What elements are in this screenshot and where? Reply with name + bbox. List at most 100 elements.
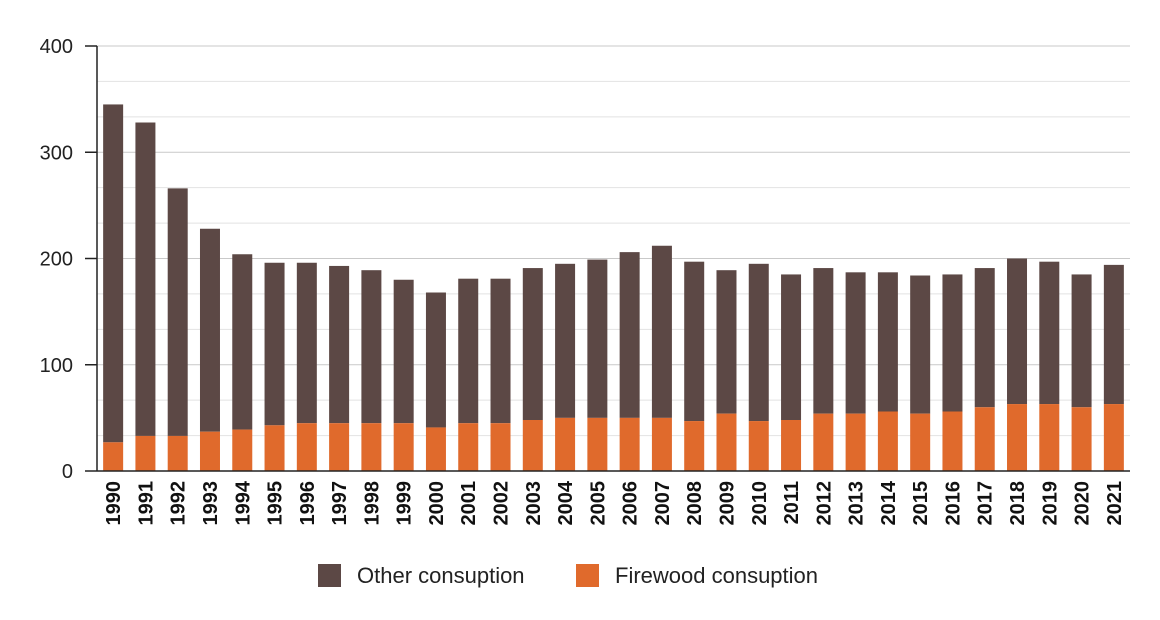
bar-other-2008 bbox=[684, 261, 705, 422]
bar-other-1995 bbox=[264, 262, 285, 426]
bar-firewood-1999 bbox=[393, 423, 414, 471]
x-tick-label: 2011 bbox=[781, 481, 803, 524]
bar-firewood-1996 bbox=[296, 423, 317, 471]
y-tick-label: 200 bbox=[40, 249, 73, 271]
bar-other-2007 bbox=[651, 245, 672, 418]
bar-firewood-2007 bbox=[651, 417, 672, 471]
bar-other-2016 bbox=[942, 274, 963, 412]
bar-other-2002 bbox=[490, 278, 511, 424]
x-tick-label: 1992 bbox=[168, 481, 190, 526]
bar-firewood-2000 bbox=[425, 427, 446, 471]
x-tick-label: 1999 bbox=[394, 481, 416, 526]
x-tick-label: 2015 bbox=[910, 481, 932, 526]
bar-other-1994 bbox=[232, 254, 253, 430]
bar-other-1997 bbox=[329, 265, 350, 424]
bar-other-2011 bbox=[781, 274, 802, 420]
x-tick-label: 2012 bbox=[813, 481, 835, 526]
bar-firewood-2017 bbox=[974, 407, 995, 471]
x-tick-label: 2002 bbox=[491, 481, 513, 526]
bar-other-2015 bbox=[910, 275, 931, 414]
bar-firewood-2016 bbox=[942, 411, 963, 471]
bar-other-2005 bbox=[587, 259, 608, 418]
x-tick-label: 2000 bbox=[426, 481, 448, 526]
x-tick-label: 2017 bbox=[975, 481, 997, 526]
bar-firewood-2021 bbox=[1103, 404, 1124, 471]
bar-other-2012 bbox=[813, 268, 834, 414]
bar-firewood-2004 bbox=[555, 417, 576, 471]
legend-label: Other consuption bbox=[357, 563, 525, 588]
bar-other-2004 bbox=[555, 263, 576, 418]
bar-firewood-2019 bbox=[1039, 404, 1060, 471]
bar-other-1990 bbox=[103, 104, 124, 443]
bar-firewood-2009 bbox=[716, 413, 737, 471]
bar-other-1996 bbox=[296, 262, 317, 424]
bar-firewood-2018 bbox=[1007, 404, 1028, 471]
bar-other-2017 bbox=[974, 268, 995, 408]
x-tick-label: 2014 bbox=[878, 480, 900, 525]
bar-other-2021 bbox=[1103, 264, 1124, 405]
x-tick-label: 2010 bbox=[749, 481, 771, 526]
x-tick-label: 1993 bbox=[200, 481, 222, 526]
bar-other-1998 bbox=[361, 270, 382, 424]
bar-other-2003 bbox=[522, 268, 543, 420]
x-tick-label: 1997 bbox=[329, 481, 351, 526]
x-tick-label: 2008 bbox=[684, 481, 706, 526]
bar-firewood-1998 bbox=[361, 423, 382, 471]
x-tick-label: 1995 bbox=[265, 481, 287, 526]
x-tick-label: 1991 bbox=[135, 481, 157, 526]
bar-other-1992 bbox=[167, 188, 188, 436]
x-tick-label: 2007 bbox=[652, 481, 674, 526]
bar-other-2019 bbox=[1039, 261, 1060, 405]
x-tick-label: 1990 bbox=[103, 481, 125, 526]
bar-firewood-2012 bbox=[813, 413, 834, 471]
bar-firewood-1995 bbox=[264, 425, 285, 471]
bar-firewood-1994 bbox=[232, 429, 253, 471]
bar-other-1993 bbox=[199, 228, 220, 432]
x-tick-label: 2016 bbox=[942, 481, 964, 526]
y-tick-label: 100 bbox=[40, 355, 73, 377]
bar-other-2020 bbox=[1071, 274, 1092, 408]
y-tick-label: 400 bbox=[40, 36, 73, 58]
bar-firewood-2003 bbox=[522, 420, 543, 471]
x-tick-label: 2009 bbox=[716, 481, 738, 526]
bar-firewood-2001 bbox=[458, 423, 479, 471]
bar-firewood-2011 bbox=[781, 420, 802, 471]
x-tick-label: 2018 bbox=[1007, 481, 1029, 526]
y-tick-label: 300 bbox=[40, 142, 73, 164]
x-tick-label: 2006 bbox=[620, 481, 642, 526]
y-axis: 0 100 200 300 400 bbox=[40, 36, 98, 483]
x-tick-label: 2003 bbox=[523, 481, 545, 526]
bar-other-2013 bbox=[845, 272, 866, 414]
bar-firewood-2008 bbox=[684, 421, 705, 471]
bar-other-1991 bbox=[135, 122, 156, 436]
bar-other-2000 bbox=[425, 292, 446, 428]
x-tick-label: 2021 bbox=[1104, 481, 1126, 526]
bar-firewood-2006 bbox=[619, 417, 640, 471]
x-tick-label: 2005 bbox=[587, 481, 609, 526]
legend-swatch bbox=[318, 564, 341, 587]
bar-other-2006 bbox=[619, 252, 640, 418]
x-tick-label: 2020 bbox=[1072, 481, 1094, 526]
bar-other-2009 bbox=[716, 270, 737, 414]
bar-firewood-1991 bbox=[135, 435, 156, 471]
bar-other-2001 bbox=[458, 278, 479, 424]
bar-firewood-2014 bbox=[877, 411, 898, 471]
legend-swatch bbox=[576, 564, 599, 587]
bar-firewood-1992 bbox=[167, 435, 188, 471]
bar-firewood-2005 bbox=[587, 417, 608, 471]
y-tick-label: 0 bbox=[62, 461, 73, 483]
bar-firewood-2010 bbox=[748, 421, 769, 471]
legend: Other consuption Firewood consuption bbox=[318, 563, 818, 588]
bar-firewood-2020 bbox=[1071, 407, 1092, 471]
bar-firewood-1993 bbox=[199, 431, 220, 471]
x-tick-label: 2013 bbox=[846, 481, 868, 526]
x-tick-label: 1994 bbox=[232, 480, 254, 525]
x-tick-label: 1996 bbox=[297, 481, 319, 526]
bar-other-1999 bbox=[393, 279, 414, 424]
x-tick-label: 2004 bbox=[555, 480, 577, 525]
legend-label: Firewood consuption bbox=[615, 563, 818, 588]
bar-other-2018 bbox=[1007, 258, 1028, 405]
bar-firewood-2015 bbox=[910, 413, 931, 471]
x-tick-label: 1998 bbox=[361, 481, 383, 526]
